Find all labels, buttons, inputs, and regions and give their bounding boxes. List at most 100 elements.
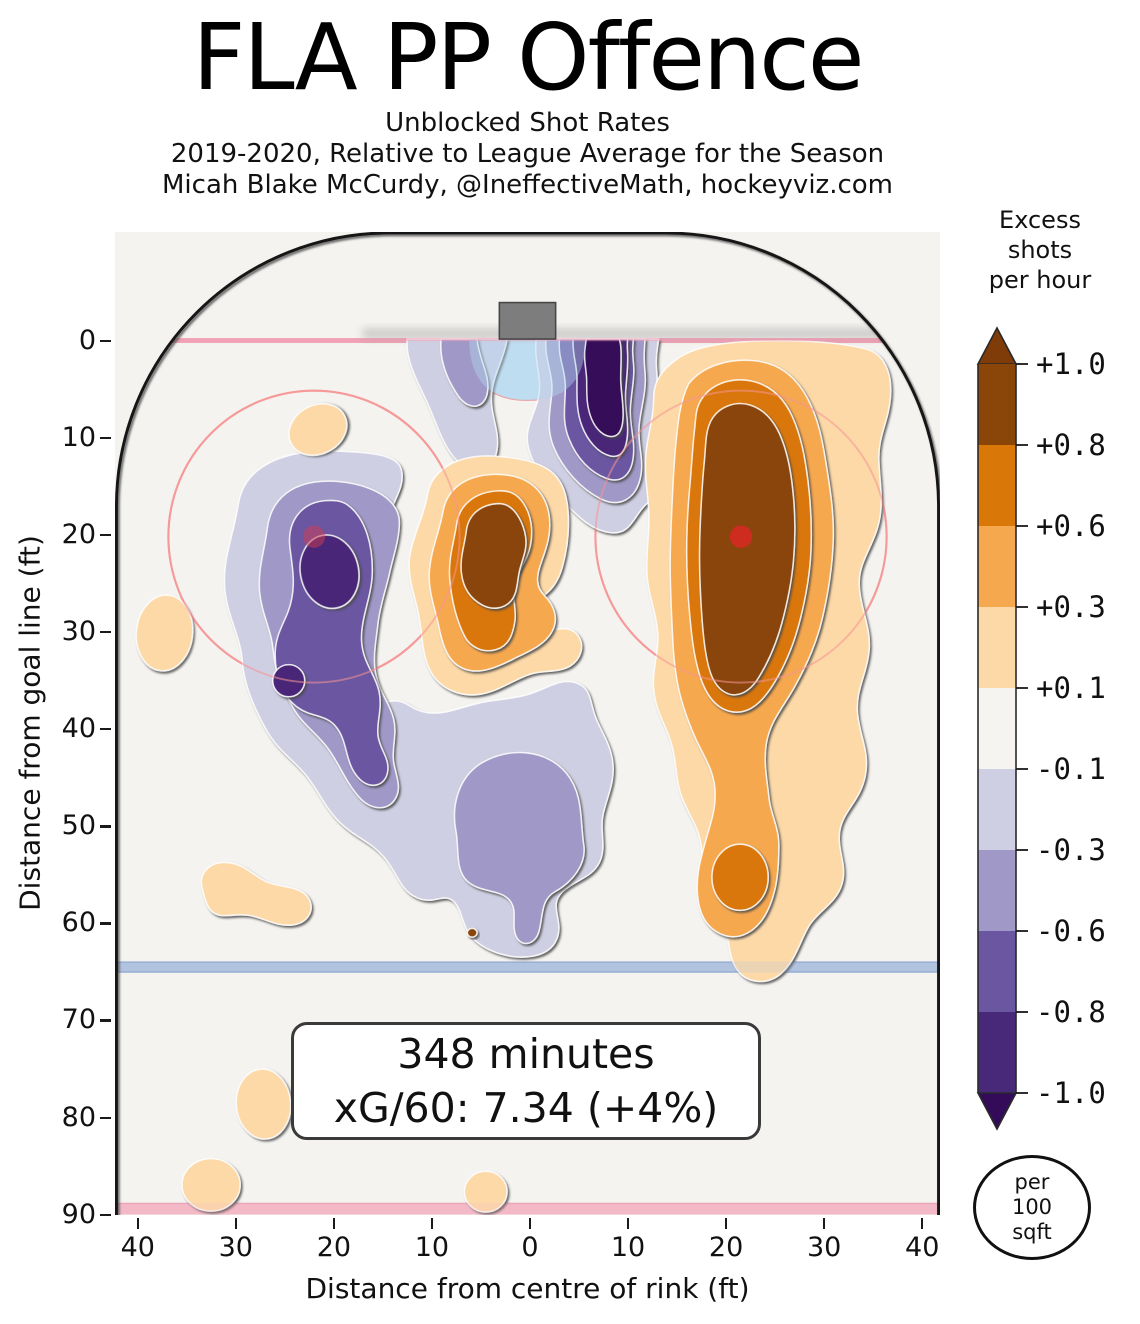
blue-line-overlay xyxy=(116,961,939,973)
right-faceoff-dot-overlay xyxy=(729,525,753,548)
blue-line-bottom-edge xyxy=(116,971,939,973)
colorbar: +1.0 +0.8 +0.6 +0.3 +0.1 -0.1 -0.3 -0.6 -0.8 -1.0 xyxy=(976,326,1106,1131)
colorbar-band xyxy=(978,607,1016,689)
colorbar-arrow-bottom xyxy=(976,1092,1018,1131)
y-tick-mark xyxy=(100,825,111,828)
colorbar-tick-label: +0.8 xyxy=(1036,428,1106,462)
goal-line-shadow-band xyxy=(362,328,882,340)
y-tick-label: 20 xyxy=(61,519,96,551)
colorbar-band xyxy=(978,688,1016,770)
y-tick-label: 90 xyxy=(61,1198,96,1230)
colorbar-title-line3: per hour xyxy=(988,266,1092,294)
header: FLA PP Offence Unblocked Shot Rates 2019… xyxy=(115,8,940,201)
colorbar-arrow-top xyxy=(976,326,1018,365)
contour-pos-brown-core-right xyxy=(698,402,796,696)
x-tick-mark xyxy=(430,1218,434,1229)
y-tick-label: 10 xyxy=(61,422,96,454)
colorbar-tick-label: -1.0 xyxy=(1036,1076,1106,1110)
per-100-sqft-badge: per 100 sqft xyxy=(973,1155,1091,1260)
y-tick-label: 30 xyxy=(61,616,96,648)
colorbar-tick-label: -0.6 xyxy=(1036,914,1106,948)
y-tick-label: 70 xyxy=(61,1004,96,1036)
contour-pos-orange3-point xyxy=(711,843,769,912)
centre-line-overlay xyxy=(116,1202,939,1215)
right-faceoff-circle-overlay xyxy=(594,389,888,684)
y-tick-label: 50 xyxy=(61,810,96,842)
x-tick-label: 0 xyxy=(521,1232,539,1263)
colorbar-title-line1: Excess xyxy=(999,206,1081,234)
y-tick-mark xyxy=(100,534,111,537)
contour-pos-speck xyxy=(466,927,478,938)
x-tick-mark xyxy=(136,1218,139,1229)
y-tick-mark xyxy=(100,340,111,343)
contour-levels xyxy=(135,338,892,1213)
x-tick-mark xyxy=(332,1218,336,1229)
badge-line1: per xyxy=(1014,1170,1050,1194)
rink-heatmap-svg xyxy=(115,231,940,1217)
colorbar-outline xyxy=(977,364,1017,1093)
x-tick-mark xyxy=(234,1218,237,1229)
goal-crease-overlay xyxy=(469,339,586,401)
colorbar-title: Excess shots per hour xyxy=(950,205,1130,295)
contour-pos-peach-left-boards xyxy=(135,594,194,672)
colorbar-tick-label: -0.1 xyxy=(1036,752,1106,786)
x-tick-label: 20 xyxy=(708,1232,744,1263)
y-tick-mark xyxy=(100,1019,111,1022)
x-tick-label: 40 xyxy=(905,1232,940,1263)
x-tick-label: 10 xyxy=(610,1232,646,1263)
subtitle-3: Micah Blake McCurdy, @IneffectiveMath, h… xyxy=(162,170,893,200)
left-faceoff-circle-overlay xyxy=(167,389,461,684)
colorbar-band xyxy=(978,931,1016,1013)
y-axis-label: Distance from goal line (ft) xyxy=(13,535,47,911)
y-tick-mark xyxy=(100,631,111,634)
badge-line3: sqft xyxy=(1012,1220,1052,1244)
contour-neg-deepest-net-core xyxy=(583,338,624,438)
page-title: FLA PP Offence xyxy=(192,4,865,111)
y-tick-mark xyxy=(100,728,111,731)
rink-heatmap-plot xyxy=(115,231,940,1217)
x-tick-label: 40 xyxy=(120,1232,155,1263)
colorbar-band xyxy=(978,526,1016,608)
contour-pos-peach-left-point xyxy=(235,1068,292,1140)
x-tick-label: 10 xyxy=(414,1232,450,1263)
blue-line xyxy=(116,961,939,973)
x-tick-mark xyxy=(627,1218,630,1229)
x-tick-mark xyxy=(921,1218,924,1229)
y-tick-label: 60 xyxy=(61,907,96,939)
contour-pos-peach-net-left xyxy=(288,403,348,457)
badge-line2: 100 xyxy=(1011,1195,1053,1219)
y-tick-label: 40 xyxy=(61,713,96,745)
x-axis-label: Distance from centre of rink (ft) xyxy=(305,1272,750,1305)
y-tick-mark xyxy=(100,922,111,925)
colorbar-tick-label: +0.1 xyxy=(1036,671,1106,705)
colorbar-tick-label: +0.6 xyxy=(1036,509,1106,543)
colorbar-tick-label: +1.0 xyxy=(1036,347,1106,381)
y-tick-mark xyxy=(100,1116,111,1119)
x-tick-mark xyxy=(529,1218,532,1229)
x-tick-label: 30 xyxy=(806,1232,842,1263)
y-tick-label: 0 xyxy=(78,325,96,356)
x-tick-label: 20 xyxy=(316,1232,352,1263)
y-tick-mark xyxy=(100,437,111,440)
colorbar-tick-label: -0.3 xyxy=(1036,833,1106,867)
colorbar-tick-label: +0.3 xyxy=(1036,590,1106,624)
subtitle-2: 2019-2020, Relative to League Average fo… xyxy=(170,139,885,169)
x-tick-mark xyxy=(725,1218,728,1229)
colorbar-title-line2: shots xyxy=(1007,236,1073,264)
y-tick-mark xyxy=(100,1213,111,1216)
goal-net xyxy=(498,301,557,340)
contour-neg-medium-centre xyxy=(453,751,585,945)
contour-pos-peach-centre-point xyxy=(463,1170,508,1213)
rink-boards-outline xyxy=(115,231,940,1217)
y-tick-label: 80 xyxy=(61,1101,96,1133)
contour-neg-medium-net-left xyxy=(440,338,489,407)
subtitle-1: Unblocked Shot Rates xyxy=(385,108,670,138)
centre-line-edge xyxy=(116,1202,939,1205)
blue-line-top-edge xyxy=(116,961,939,963)
contour-pos-peach-halfwall xyxy=(200,861,312,926)
stat-minutes: 348 minutes xyxy=(397,1030,655,1078)
centre-red-line xyxy=(116,1202,939,1215)
stat-xg: xG/60: 7.34 (+4%) xyxy=(333,1084,719,1132)
colorbar-band xyxy=(978,769,1016,851)
